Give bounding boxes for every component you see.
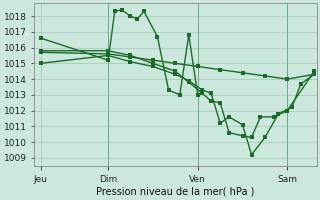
X-axis label: Pression niveau de la mer( hPa ): Pression niveau de la mer( hPa )	[96, 187, 254, 197]
